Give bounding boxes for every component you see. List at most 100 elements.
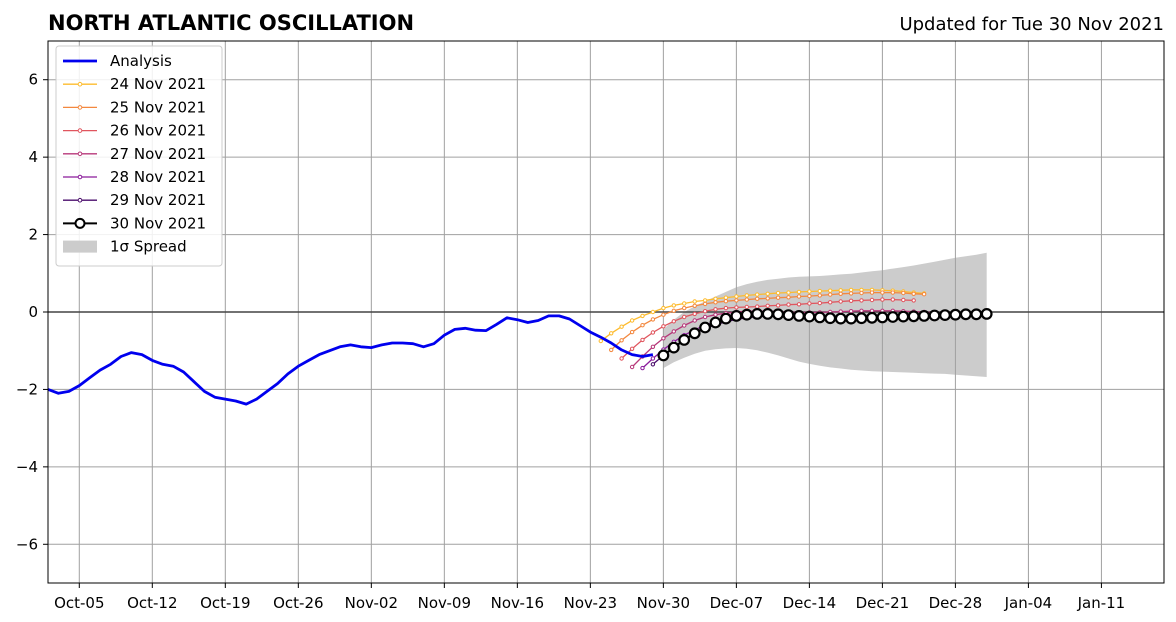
forecast-point [650, 330, 656, 335]
forecast-point [845, 312, 857, 325]
x-tick-label: Nov-09 [418, 594, 471, 612]
forecast-point [650, 362, 656, 367]
forecast-point [848, 309, 854, 314]
x-tick-label: Dec-14 [783, 594, 837, 612]
y-tick-label: 0 [28, 303, 38, 321]
forecast-point [671, 303, 676, 308]
legend-swatch-marker [74, 217, 86, 229]
legend-label: 28 Nov 2021 [110, 168, 206, 186]
y-tick-label: −6 [16, 535, 38, 553]
forecast-point [793, 310, 805, 322]
forecast-point [855, 312, 868, 325]
legend-label: 29 Nov 2021 [110, 191, 206, 209]
forecast-point [702, 309, 708, 314]
forecast-point [723, 299, 729, 304]
forecast-point [817, 288, 822, 294]
forecast-point [807, 289, 812, 294]
forecast-point [918, 310, 930, 322]
forecast-point [786, 302, 791, 307]
forecast-point [713, 300, 718, 305]
chart-subtitle: Updated for Tue 30 Nov 2021 [899, 14, 1164, 35]
forecast-series [657, 308, 993, 362]
legend-label: Analysis [110, 52, 172, 70]
x-tick-label: Nov-16 [491, 594, 544, 612]
forecast-point [598, 338, 603, 344]
forecast-point [803, 310, 816, 323]
forecast-point [740, 308, 753, 321]
forecast-point [890, 297, 895, 302]
legend-label: 1σ Spread [110, 238, 187, 256]
y-tick-label: −2 [16, 380, 38, 398]
forecast-point [609, 331, 614, 336]
forecast-point [702, 314, 708, 320]
forecast-point [744, 293, 749, 298]
forecast-point [869, 297, 875, 303]
legend-label: 27 Nov 2021 [110, 145, 206, 163]
legend-swatch-marker [77, 197, 83, 203]
forecast-point [848, 298, 854, 303]
forecast-point [702, 301, 708, 307]
y-tick-label: 6 [28, 71, 38, 89]
forecast-point [761, 308, 774, 320]
forecast-point [807, 301, 812, 306]
legend-label: 25 Nov 2021 [110, 98, 206, 116]
forecast-point [671, 329, 676, 334]
forecast-point [824, 312, 837, 325]
forecast-point [661, 305, 666, 311]
plot-area: Oct-05 Oct-12 Oct-19 Oct-26 Nov-02 Nov-09 Nov-… [16, 40, 1165, 612]
forecast-point [859, 308, 864, 313]
forecast-point [713, 296, 718, 301]
forecast-point [907, 310, 920, 323]
forecast-point [786, 295, 791, 300]
forecast-point [775, 303, 781, 308]
forecast-point [796, 289, 802, 295]
forecast-point [880, 290, 885, 295]
forecast-point [911, 298, 916, 303]
analysis-line [48, 314, 654, 406]
forecast-series [619, 297, 916, 361]
forecast-point [859, 298, 864, 303]
forecast-point [640, 337, 645, 343]
forecast-point [678, 334, 691, 346]
forecast-point [709, 316, 722, 329]
forecast-point [661, 312, 666, 317]
legend-box [55, 45, 223, 267]
forecast-point [772, 308, 784, 321]
forecast-point [619, 324, 624, 329]
forecast-point [723, 295, 729, 300]
forecast-point [723, 305, 729, 311]
forecast-point [980, 308, 993, 320]
x-tick-label: Nov-30 [637, 594, 690, 612]
forecast-point [817, 293, 822, 298]
forecast-point [828, 288, 833, 293]
forecast-point [765, 303, 770, 308]
forecast-point [848, 287, 854, 293]
y-tick-label: 2 [28, 226, 38, 244]
forecast-point [939, 309, 951, 322]
forecast-point [911, 291, 916, 296]
x-tick-label: Jan-11 [1077, 594, 1126, 612]
forecast-point [629, 364, 635, 370]
forecast-point [796, 302, 802, 307]
forecast-point [650, 317, 656, 322]
forecast-point [828, 292, 833, 297]
forecast-point [661, 324, 666, 329]
forecast-point [897, 310, 910, 323]
forecast-point [667, 341, 680, 354]
legend-swatch-marker [77, 174, 83, 180]
forecast-point [876, 311, 889, 324]
x-tick-label: Oct-19 [200, 594, 250, 612]
forecast-point [949, 308, 962, 321]
forecast-point [629, 329, 635, 335]
forecast-point [730, 310, 743, 322]
forecast-point [688, 327, 701, 340]
forecast-point [692, 299, 697, 304]
forecast-series [609, 290, 927, 353]
x-tick-label: Nov-23 [564, 594, 617, 612]
forecast-point [640, 323, 645, 328]
forecast-point [786, 290, 791, 295]
forecast-point [629, 346, 635, 351]
x-tick-label: Dec-21 [856, 594, 910, 612]
forecast-point [813, 311, 826, 324]
forecast-point [848, 291, 854, 296]
